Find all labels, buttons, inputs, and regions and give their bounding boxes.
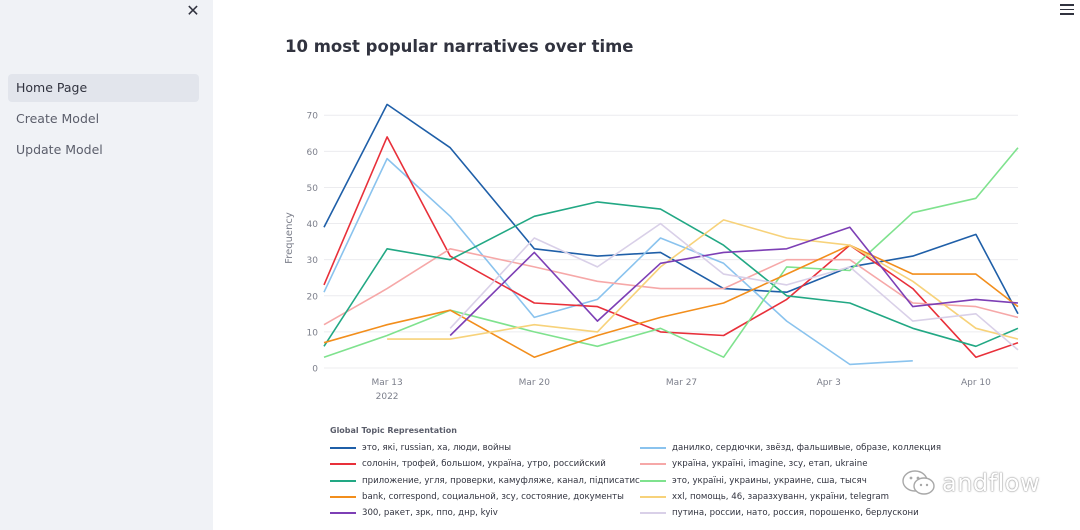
legend-item[interactable]: данилко, сердючки, звёзд, фальшивые, обр…: [640, 440, 980, 456]
watermark-text: andflow: [942, 469, 1041, 497]
sidebar-item-home-page[interactable]: Home Page: [8, 74, 199, 102]
legend-swatch: [640, 512, 666, 515]
series-line-6: [323, 147, 1019, 359]
sidebar: ✕ Home Page Create Model Update Model: [0, 0, 213, 530]
watermark: andflow: [900, 468, 1040, 498]
legend-label: приложение, угля, проверки, камуфляже, к…: [362, 475, 640, 486]
x-axis-ticks: Mar 13 2022 Mar 20 Mar 27 Apr 3 Apr 10: [371, 378, 991, 402]
series-line-9: [449, 226, 1019, 337]
y-tick-label: 60: [307, 148, 319, 158]
legend-item[interactable]: путина, россии, нато, россия, порошенко,…: [640, 505, 980, 521]
legend-label: путина, россии, нато, россия, порошенко,…: [672, 508, 919, 519]
legend-swatch: [640, 479, 666, 482]
sidebar-nav: Home Page Create Model Update Model: [8, 74, 199, 167]
legend-swatch: [640, 463, 666, 466]
series-line-4: [323, 248, 1019, 326]
y-tick-label: 20: [307, 292, 319, 302]
sidebar-item-update-model[interactable]: Update Model: [16, 142, 103, 157]
line-chart: 0 10 20 30 40 50 60 70 Mar 13 2022 Mar 20 Mar 27 Ap…: [284, 103, 1019, 402]
y-tick-label: 40: [307, 220, 319, 230]
series-line-8: [387, 219, 1019, 340]
legend-swatch: [330, 479, 356, 482]
chart-series: [323, 103, 1019, 366]
legend-swatch: [330, 496, 356, 499]
y-tick-label: 50: [307, 184, 319, 194]
legend-label: данилко, сердючки, звёзд, фальшивые, обр…: [672, 443, 942, 454]
page-title: 10 most popular narratives over time: [285, 37, 634, 56]
y-axis-ticks: 0 10 20 30 40 50 60 70: [307, 112, 319, 375]
series-line-7: [323, 244, 1019, 359]
series-line-10: [449, 222, 1019, 351]
close-icon[interactable]: ✕: [186, 1, 200, 20]
series-line-5: [323, 201, 1019, 348]
x-tick-label: Apr 10: [961, 378, 991, 388]
legend-item[interactable]: 300, ракет, зрк, ппо, днр, kyiv: [330, 505, 640, 521]
sidebar-item-create-model[interactable]: Create Model: [16, 111, 100, 126]
x-tick-label: Mar 27: [666, 378, 697, 388]
legend-label: солонін, трофей, большом, україна, утро,…: [362, 459, 606, 470]
wechat-logo-icon: [902, 470, 935, 495]
legend-item[interactable]: приложение, угля, проверки, камуфляже, к…: [330, 473, 640, 489]
legend-swatch: [640, 447, 666, 450]
chart-gridlines: [324, 114, 1018, 369]
legend-swatch: [640, 496, 666, 499]
legend-label: україна, україні, imagine, зсу, етап, uk…: [672, 459, 868, 470]
y-axis-label: Frequency: [284, 212, 295, 264]
legend-swatch: [330, 463, 356, 466]
legend-grid: это, які, russian, ха, люди, войны данилк…: [330, 440, 990, 521]
legend-label: bank, correspond, социальной, зсу, состо…: [362, 492, 624, 503]
legend-swatch: [330, 512, 356, 515]
legend-item[interactable]: xxl, помощь, 46, заразхуванн, україни, t…: [640, 489, 980, 505]
series-line-2: [323, 157, 913, 366]
x-tick-label: Apr 3: [817, 378, 841, 388]
x-tick-sublabel: 2022: [376, 392, 399, 402]
legend-item[interactable]: bank, correspond, социальной, зсу, состо…: [330, 489, 640, 505]
y-tick-label: 0: [312, 365, 318, 375]
legend-label: это, україні, украины, украине, сша, тыс…: [672, 475, 867, 486]
legend-label: xxl, помощь, 46, заразхуванн, україни, t…: [672, 492, 890, 503]
y-tick-label: 10: [307, 328, 319, 338]
hamburger-menu-icon[interactable]: [1060, 4, 1074, 16]
legend-item[interactable]: солонін, трофей, большом, україна, утро,…: [330, 456, 640, 472]
x-tick-label: Mar 20: [519, 378, 551, 388]
series-line-3: [323, 136, 1019, 359]
y-tick-label: 70: [307, 112, 319, 122]
legend-title: Global Topic Representation: [330, 426, 457, 435]
legend-label: это, які, russian, ха, люди, войны: [362, 443, 511, 454]
legend-item[interactable]: україна, україні, imagine, зсу, етап, uk…: [640, 456, 980, 472]
legend-item[interactable]: это, які, russian, ха, люди, войны: [330, 440, 640, 456]
legend-swatch: [330, 447, 356, 450]
x-tick-label: Mar 13: [371, 378, 402, 388]
chart-legend: Global Topic Representation это, які, ru…: [330, 426, 990, 521]
legend-item[interactable]: это, україні, украины, украине, сша, тыс…: [640, 473, 980, 489]
legend-label: 300, ракет, зрк, ппо, днр, kyiv: [362, 508, 498, 519]
series-line-1: [323, 103, 1019, 315]
y-tick-label: 30: [307, 256, 319, 266]
